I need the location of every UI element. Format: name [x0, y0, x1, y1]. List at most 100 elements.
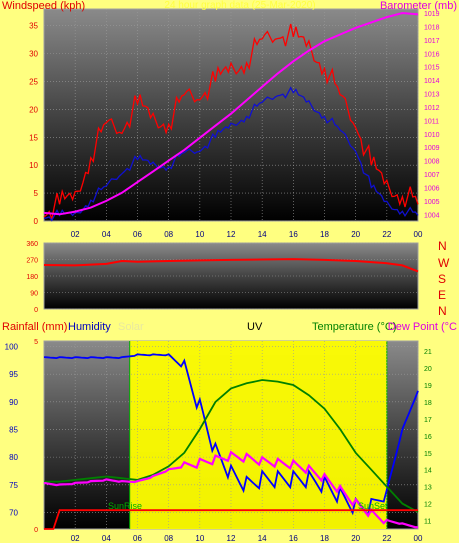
time-tick-label: 14 — [258, 534, 267, 543]
time-tick-label: 00 — [414, 534, 423, 543]
rainfall-title: Rainfall (mm) — [2, 321, 67, 333]
rainfall-line — [44, 509, 418, 530]
windspeed-grid — [44, 9, 419, 222]
barometer-tick-label: 1007 — [424, 172, 440, 179]
time-tick-label: 22 — [382, 230, 391, 239]
windspeed-tick-label: 30 — [29, 50, 38, 59]
temperature-line — [44, 379, 419, 513]
barometer-tick-label: 1006 — [424, 185, 440, 192]
barometer-tick-label: 1005 — [424, 199, 440, 206]
sunset-label: SunSet — [358, 501, 388, 511]
rainfall-axis: 05 — [34, 339, 38, 534]
temperature-tick-label: 15 — [424, 451, 432, 458]
rainfall-tick-label: 5 — [34, 339, 38, 346]
temperature-tick-label: 13 — [424, 485, 432, 492]
climate-grid — [44, 341, 419, 529]
humidity-tick-label: 100 — [5, 343, 19, 352]
humidity-tick-label: 80 — [9, 453, 18, 462]
time-tick-label: 04 — [102, 230, 111, 239]
time-tick-label: 12 — [227, 534, 236, 543]
wind-direction-series — [43, 258, 419, 273]
windspeed-x-axis: 02 04 06 08 10 12 14 16 18 20 22 00 — [71, 230, 423, 239]
wind-direction-line — [43, 258, 419, 273]
temperature-tick-label: 21 — [424, 349, 432, 356]
barometer-tick-label: 1017 — [424, 38, 440, 45]
wind-direction-axis: 0 90 180 270 360 — [26, 241, 38, 314]
humidity-axis: 70 75 80 85 90 95 100 — [5, 343, 19, 518]
barometer-tick-label: 1019 — [424, 11, 440, 18]
solar-title: Solar — [118, 321, 144, 333]
windspeed-tick-label: 35 — [29, 22, 38, 31]
dewpoint-line — [43, 450, 419, 529]
time-tick-label: 20 — [351, 534, 360, 543]
temperature-tick-label: 18 — [424, 400, 432, 407]
solar-fill — [129, 341, 387, 529]
barometer-tick-label: 1011 — [424, 118, 439, 125]
solar-series — [129, 341, 388, 529]
climate-x-axis: 02 04 06 08 10 12 14 16 18 20 22 00 — [71, 534, 423, 543]
windspeed-series — [43, 11, 419, 222]
humidity-tick-label: 90 — [9, 398, 18, 407]
time-tick-label: 04 — [102, 534, 111, 543]
humidity-tick-label: 95 — [9, 370, 18, 379]
barometer-tick-label: 1010 — [424, 132, 440, 139]
time-tick-label: 06 — [133, 230, 142, 239]
temperature-tick-label: 20 — [424, 366, 432, 373]
direction-tick-label: 0 — [34, 307, 38, 314]
temperature-tick-label: 16 — [424, 434, 432, 441]
climate-series — [43, 353, 419, 530]
windspeed-tick-label: 10 — [29, 161, 38, 170]
compass-w: W — [438, 256, 450, 270]
direction-tick-label: 90 — [30, 291, 38, 298]
compass-n-top: N — [438, 239, 447, 253]
compass-s: S — [438, 272, 446, 286]
barometer-line — [43, 11, 419, 216]
center-title: 24 hour graph data (25-Mar-2020) — [164, 0, 315, 11]
time-tick-label: 22 — [382, 534, 391, 543]
dewpoint-title: Dew Point (°C — [388, 321, 457, 333]
windspeed-tick-label: 20 — [29, 105, 38, 114]
barometer-tick-label: 1004 — [424, 212, 440, 219]
humidity-tick-label: 85 — [9, 425, 18, 434]
compass-labels: N W S E N — [438, 239, 450, 318]
time-tick-label: 10 — [195, 534, 204, 543]
time-tick-label: 18 — [320, 230, 329, 239]
barometer-tick-label: 1018 — [424, 24, 440, 31]
temperature-tick-label: 19 — [424, 383, 432, 390]
direction-tick-label: 360 — [26, 241, 38, 248]
windspeed-tick-label: 0 — [34, 217, 39, 226]
temperature-title: Temperature (°C) — [312, 321, 396, 333]
humidity-tick-label: 75 — [9, 481, 18, 490]
compass-n-bottom: N — [438, 304, 447, 318]
time-tick-label: 12 — [227, 230, 236, 239]
temperature-tick-label: 17 — [424, 417, 432, 424]
time-tick-label: 02 — [71, 230, 80, 239]
temperature-tick-label: 12 — [424, 502, 432, 509]
windspeed-tick-label: 5 — [34, 189, 39, 198]
barometer-tick-label: 1015 — [424, 65, 440, 72]
barometer-tick-label: 1008 — [424, 159, 440, 166]
barometer-tick-label: 1014 — [424, 78, 440, 85]
time-tick-label: 10 — [195, 230, 204, 239]
compass-e: E — [438, 288, 446, 302]
time-tick-label: 14 — [258, 230, 267, 239]
windspeed-tick-label: 15 — [29, 133, 38, 142]
windspeed-tick-label: 25 — [29, 78, 38, 87]
time-tick-label: 16 — [289, 230, 298, 239]
time-tick-label: 08 — [164, 230, 173, 239]
rainfall-tick-label: 0 — [34, 527, 38, 534]
time-tick-label: 00 — [414, 230, 423, 239]
direction-tick-label: 180 — [26, 274, 38, 281]
gust_avg-line — [43, 86, 419, 222]
temperature-tick-label: 14 — [424, 468, 432, 475]
time-tick-label: 20 — [351, 230, 360, 239]
barometer-title: Barometer (mb) — [380, 0, 457, 12]
time-tick-label: 02 — [71, 534, 80, 543]
uv-title: UV — [247, 321, 263, 333]
barometer-tick-label: 1013 — [424, 92, 440, 99]
time-tick-label: 16 — [289, 534, 298, 543]
sunrise-label: SunRise — [108, 501, 142, 511]
windspeed-line — [43, 23, 419, 222]
time-tick-label: 06 — [133, 534, 142, 543]
